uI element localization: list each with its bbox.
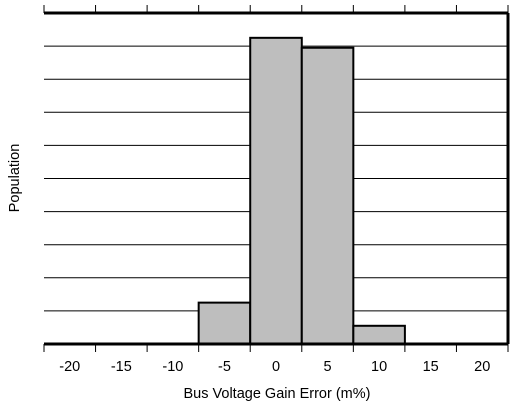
x-tick-label: 0 <box>272 359 280 375</box>
x-tick-label: -20 <box>59 359 80 375</box>
x-tick-labels: -20 -15 -10 -5 0 5 10 15 20 <box>59 359 490 375</box>
x-tick-label: -10 <box>162 359 183 375</box>
histogram-bar <box>197 301 252 345</box>
histogram-bars <box>197 36 406 346</box>
x-axis-ticks <box>43 5 509 352</box>
x-tick-label: 20 <box>474 359 490 375</box>
x-axis-label: Bus Voltage Gain Error (m%) <box>184 386 371 402</box>
x-tick-label: -5 <box>218 359 231 375</box>
histogram-bar <box>300 46 355 345</box>
x-tick-label: 15 <box>423 359 439 375</box>
x-tick-label: 5 <box>324 359 332 375</box>
plot-frame <box>44 11 510 346</box>
x-tick-label: 10 <box>371 359 387 375</box>
x-tick-label: -15 <box>111 359 132 375</box>
histogram-bar <box>249 36 303 345</box>
histogram-bar <box>352 324 406 346</box>
y-axis-label: Population <box>7 144 23 213</box>
